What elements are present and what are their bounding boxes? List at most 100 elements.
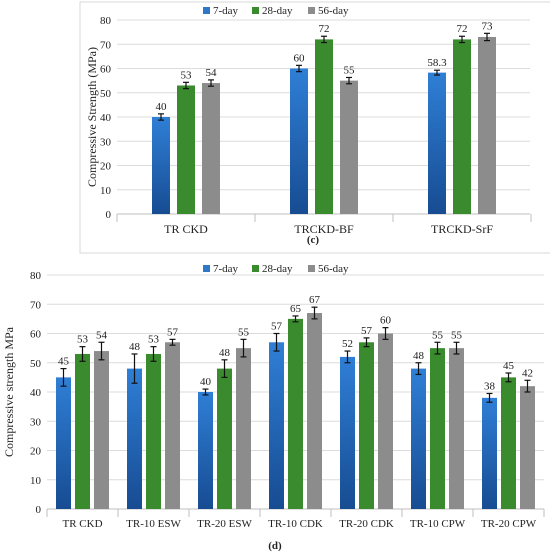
panel-d-bar-28-day-tr-20-cdk — [359, 342, 374, 509]
panel-d-legend-label-7-day: 7-day — [213, 263, 239, 275]
panel-c-data-label-56-day-trckd-bf: 55 — [344, 64, 356, 76]
panel-d-data-label-7-day-tr-20-esw: 40 — [200, 376, 212, 388]
panel-c-data-label-7-day-trckd-srf: 58.3 — [427, 57, 447, 69]
panel-c-bar-56-day-trckd-srf — [478, 36, 496, 214]
panel-c-error-bar-28-day-tr-ckd — [183, 81, 189, 90]
panel-c-data-label-28-day-trckd-srf: 72 — [457, 23, 468, 35]
panel-d-data-label-7-day-tr-20-cdk: 52 — [342, 338, 353, 350]
panel-d-data-label-28-day-tr-ckd: 53 — [77, 334, 89, 346]
panel-d-y-tick-label: 10 — [30, 475, 42, 487]
panel-d-bar-7-day-tr-10-esw — [127, 368, 142, 509]
panel-d-bar-56-day-tr-ckd — [94, 351, 109, 509]
panel-c-error-bar-56-day-trckd-srf — [484, 32, 490, 42]
panel-d-bar-28-day-tr-ckd — [75, 353, 90, 509]
panel-d-error-bar-28-day-tr-10-esw — [150, 346, 157, 362]
panel-d-error-bar-7-day-tr-20-esw — [202, 388, 209, 396]
panel-c-y-tick-label: 80 — [100, 15, 112, 27]
panel-c-legend-label-56-day: 56-day — [318, 5, 349, 17]
panel-d-bar-7-day-tr-20-cpw — [482, 397, 497, 509]
panel-d-y-tick-label: 40 — [30, 387, 42, 399]
panel-d-data-label-28-day-tr-20-cpw: 45 — [503, 360, 515, 372]
panel-d-bar-7-day-tr-20-cdk — [340, 356, 355, 509]
panel-d-x-tick-label-tr-10-esw: TR-10 ESW — [126, 518, 181, 530]
panel-d-error-bar-7-day-tr-20-cdk — [344, 350, 351, 364]
panel-c-legend-swatch-28-day — [252, 7, 259, 14]
panel-d-data-label-7-day-tr-10-esw: 48 — [129, 341, 141, 353]
panel-d-bar-56-day-tr-20-cdk — [378, 333, 393, 509]
panel-d-data-label-56-day-tr-10-cpw: 55 — [451, 329, 463, 341]
panel-d-x-tick-label-tr-ckd: TR CKD — [62, 518, 102, 530]
panel-d-error-bar-56-day-tr-20-cdk — [382, 327, 389, 340]
panel-c-y-axis-label: Compressive Strength (MPa) — [85, 47, 99, 187]
panel-d-data-label-7-day-tr-ckd: 45 — [58, 356, 70, 368]
panel-d-bar-7-day-tr-ckd — [56, 377, 71, 509]
panel-d-data-label-7-day-tr-10-cpw: 48 — [413, 350, 425, 362]
panel-d-data-label-28-day-tr-20-esw: 48 — [219, 347, 231, 359]
panel-d-error-bar-28-day-tr-20-cpw — [505, 372, 512, 383]
panel-d-y-tick-label: 70 — [30, 299, 42, 311]
panel-d-data-label-28-day-tr-20-cdk: 57 — [361, 325, 373, 337]
panel-d-x-tick-label-tr-10-cpw: TR-10 CPW — [410, 518, 466, 530]
panel-c-bar-28-day-trckd-bf — [315, 39, 333, 215]
panel-d-data-label-28-day-tr-10-cpw: 55 — [432, 329, 444, 341]
panel-c-y-tick-label: 20 — [100, 161, 112, 173]
panel-d-data-label-56-day-tr-20-esw: 55 — [238, 326, 250, 338]
panel-d-legend-swatch-28-day — [252, 265, 259, 272]
panel-c-bar-56-day-trckd-bf — [340, 80, 358, 214]
panel-d-error-bar-56-day-tr-10-cdk — [311, 306, 318, 320]
panel-c-data-label-7-day-trckd-bf: 60 — [294, 52, 306, 64]
panel-d-bar-7-day-tr-20-esw — [198, 392, 213, 509]
panel-d-bar-7-day-tr-10-cpw — [411, 368, 426, 509]
panel-d-data-label-7-day-tr-20-cpw: 38 — [484, 380, 496, 392]
panel-c-y-tick-label: 0 — [106, 209, 112, 221]
panel-d-error-bar-7-day-tr-ckd — [60, 368, 67, 387]
panel-c-y-tick-label: 60 — [100, 64, 112, 76]
panel-d-error-bar-56-day-tr-20-cpw — [524, 379, 531, 393]
panel-d-data-label-56-day-tr-10-esw: 57 — [167, 326, 179, 338]
panel-c-error-bar-28-day-trckd-srf — [459, 35, 465, 44]
panel-d-x-tick-label-tr-10-cdk: TR-10 CDK — [268, 518, 323, 530]
panel-c-bar-7-day-trckd-bf — [290, 68, 308, 214]
panel-d-error-bar-56-day-tr-10-esw — [169, 338, 176, 346]
panel-c-bar-7-day-trckd-srf — [428, 72, 446, 214]
panel-d-data-label-56-day-tr-ckd: 54 — [96, 329, 108, 341]
panel-d-legend-swatch-56-day — [308, 265, 315, 272]
panel-d-legend: 7-day 28-day 56-day — [203, 263, 349, 275]
panel-d-error-bar-28-day-tr-20-esw — [221, 359, 228, 378]
panel-c-y-tick-label: 70 — [100, 39, 112, 51]
panel-d-bar-56-day-tr-10-cpw — [449, 348, 464, 509]
panel-c-data-label-56-day-tr-ckd: 54 — [206, 67, 218, 79]
panel-d-bar-56-day-tr-20-esw — [236, 348, 251, 509]
panel-d-bar-28-day-tr-20-esw — [217, 368, 232, 509]
panel-c-error-bar-56-day-tr-ckd — [208, 79, 214, 87]
panel-c-y-tick-label: 50 — [100, 88, 112, 100]
panel-d-legend-label-56-day: 56-day — [318, 263, 349, 275]
panel-d-data-label-28-day-tr-10-cdk: 65 — [290, 303, 302, 315]
panel-d-x-tick-label-tr-20-esw: TR-20 ESW — [197, 518, 252, 530]
panel-d-label: (d) — [268, 540, 282, 552]
panel-c-x-tick-label-tr-ckd: TR CKD — [164, 222, 208, 236]
panel-d-y-tick-label: 80 — [30, 270, 42, 282]
panel-d-bar-7-day-tr-10-cdk — [269, 342, 284, 509]
panel-d-error-bar-56-day-tr-20-esw — [240, 338, 247, 358]
panel-d-x-tick-label-tr-20-cdk: TR-20 CDK — [339, 518, 394, 530]
panel-c-legend-label-7-day: 7-day — [213, 5, 239, 17]
panel-d-error-bar-28-day-tr-10-cpw — [434, 341, 441, 355]
panel-d-y-tick-label: 0 — [36, 504, 42, 516]
panel-c-data-label-28-day-trckd-bf: 72 — [319, 23, 330, 35]
panel-c-label: (c) — [307, 234, 320, 246]
panel-c-bar-28-day-tr-ckd — [177, 85, 195, 214]
panel-c-chart: 0 10 20 30 40 50 60 70 80 Compressive Strength (M… — [85, 5, 532, 246]
panel-d-legend-swatch-7-day — [203, 265, 210, 272]
panel-c-data-label-28-day-tr-ckd: 53 — [181, 69, 193, 81]
panel-c-error-bar-28-day-trckd-bf — [321, 35, 327, 44]
panel-d-data-label-56-day-tr-10-cdk: 67 — [309, 294, 321, 306]
panel-d-error-bar-56-day-tr-10-cpw — [453, 341, 460, 355]
panel-d-bar-28-day-tr-10-cpw — [430, 348, 445, 509]
panel-d-error-bar-7-day-tr-10-cdk — [273, 332, 280, 352]
panel-d-bar-56-day-tr-10-esw — [165, 342, 180, 509]
panel-c-legend-label-28-day: 28-day — [262, 5, 293, 17]
panel-d-bar-56-day-tr-20-cpw — [520, 386, 535, 509]
panel-d-data-label-7-day-tr-10-cdk: 57 — [271, 321, 283, 333]
